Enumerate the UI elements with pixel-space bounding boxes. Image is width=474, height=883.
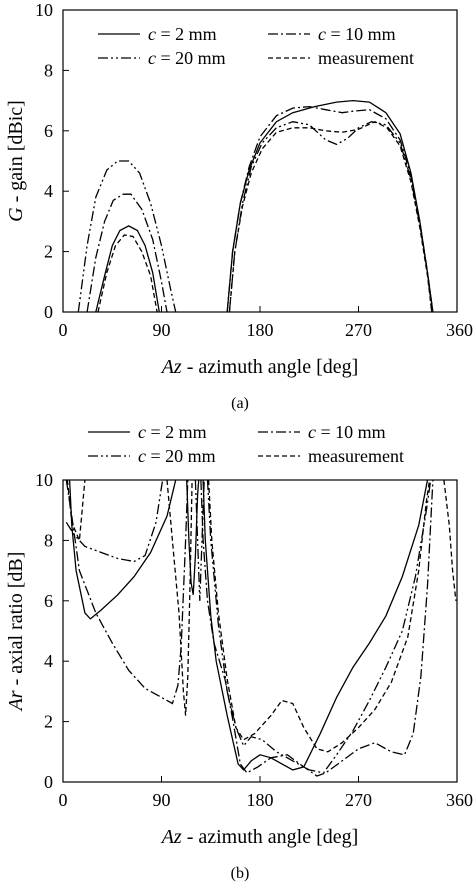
series-line--10-mm — [200, 480, 434, 777]
y-tick-label: 2 — [44, 712, 53, 732]
series-line-measurement — [228, 120, 433, 312]
series-line-measurement — [443, 480, 457, 601]
x-tick-label: 270 — [345, 320, 372, 340]
y-tick-label: 4 — [44, 181, 53, 201]
x-tick-label: 180 — [247, 320, 274, 340]
legend-label: c = 10 mm — [308, 422, 386, 442]
x-tick-label: 270 — [345, 790, 372, 810]
x-tick-label: 90 — [153, 790, 171, 810]
legend-label: c = 2 mm — [138, 422, 207, 442]
plot-frame — [62, 479, 458, 783]
series-line--20-mm — [77, 160, 177, 312]
y-tick-label: 10 — [35, 470, 53, 490]
series-line--2-mm — [68, 480, 177, 620]
series-line--10-mm — [86, 193, 168, 312]
x-tick-label: 180 — [247, 790, 274, 810]
x-tick-label: 0 — [59, 320, 68, 340]
y-axis-label: Ar - axial ratio [dB] — [5, 552, 27, 713]
series-line--10-mm — [226, 105, 434, 312]
x-tick-label: 360 — [446, 790, 473, 810]
series-line-measurement — [166, 480, 193, 716]
y-tick-label: 0 — [44, 772, 53, 792]
y-tick-label: 6 — [44, 121, 53, 141]
x-tick-label: 360 — [446, 320, 473, 340]
y-tick-label: 4 — [44, 651, 53, 671]
series-line--20-mm — [206, 480, 432, 774]
legend-label: measurement — [308, 446, 404, 466]
legend-label: measurement — [318, 48, 414, 68]
series-line--2-mm — [226, 99, 434, 312]
chart-b-axial-ratio: 0 90 180 270 360 0 2 4 6 8 10 c = 2 mm c = 10 mm c = … — [5, 422, 473, 882]
series-line--20-mm — [65, 480, 164, 563]
panel-caption: (b) — [231, 865, 250, 882]
y-tick-label: 8 — [44, 530, 53, 550]
chart-a-gain: 0 90 180 270 360 0 2 4 6 8 10 c = 2 mm c = 10 mm c = … — [5, 0, 473, 412]
panel-caption: (a) — [231, 395, 249, 412]
x-tick-label: 0 — [59, 790, 68, 810]
legend-label: c = 20 mm — [148, 48, 226, 68]
series-line-measurement — [207, 480, 431, 753]
x-axis-label: Az - azimuth angle [deg] — [160, 826, 359, 848]
y-tick-label: 2 — [44, 242, 53, 262]
y-axis-label: G - gain [dBic] — [5, 100, 27, 222]
y-tick-label: 0 — [44, 302, 53, 322]
x-axis-label: Az - azimuth angle [deg] — [160, 356, 359, 378]
legend-label: c = 10 mm — [318, 24, 396, 44]
series-line--20-mm — [228, 121, 433, 312]
y-tick-label: 6 — [44, 591, 53, 611]
x-tick-label: 90 — [153, 320, 171, 340]
series-line--20-mm — [194, 480, 205, 601]
series-line--2-mm — [186, 480, 200, 595]
y-tick-label: 10 — [35, 0, 53, 20]
series-line-measurement — [66, 480, 86, 541]
series-line--2-mm — [202, 480, 429, 771]
series-line--2-mm — [95, 225, 160, 312]
y-tick-label: 8 — [44, 60, 53, 80]
series-line-measurement — [97, 234, 158, 312]
legend-label: c = 20 mm — [138, 446, 216, 466]
legend-label: c = 2 mm — [148, 24, 217, 44]
series-line--10-mm — [65, 480, 189, 705]
